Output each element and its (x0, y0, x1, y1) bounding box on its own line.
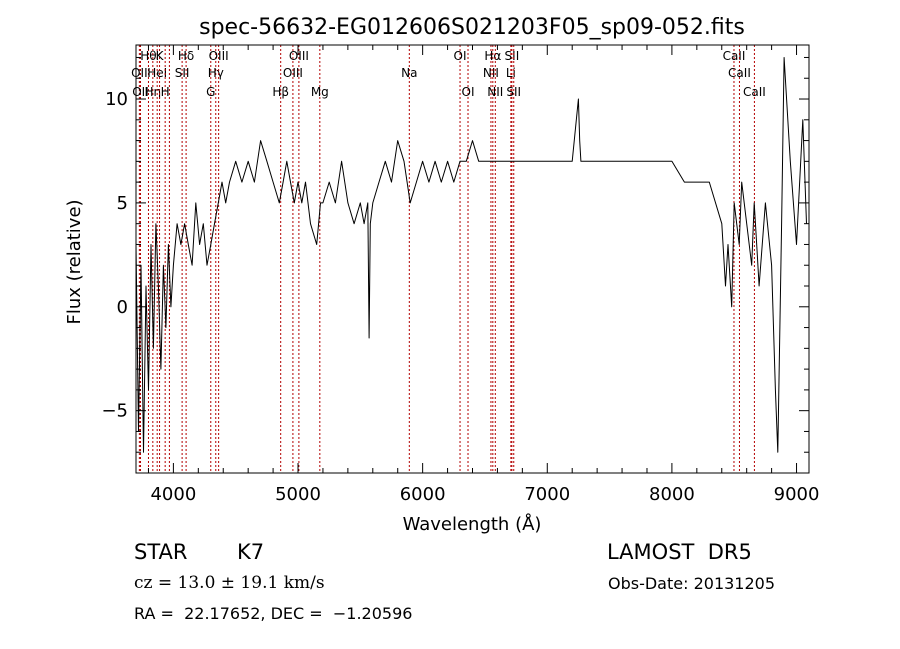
spectral-line-label: H (161, 85, 170, 99)
spectral-line-label: Na (401, 66, 417, 80)
spectral-line-label: Hα (484, 49, 501, 63)
spectral-line-label: OIII (209, 49, 229, 63)
spectral-line-label: HeI (147, 66, 167, 80)
spectral-line-label: Hη (145, 85, 162, 99)
x-tick-label: 8000 (649, 484, 695, 505)
spectral-line-label: SII (506, 85, 521, 99)
chart-title: spec-56632-EG012606S021203F05_sp09-052.f… (199, 15, 745, 40)
spectral-line-label: OIII (283, 66, 303, 80)
y-tick-label: 5 (117, 193, 128, 214)
spectral-line-label: NII (483, 66, 499, 80)
survey-name: LAMOST DR5 (607, 540, 752, 564)
spectrum-series (135, 57, 807, 453)
spectrum-line (135, 57, 807, 453)
spectral-line-label: Hβ (272, 85, 289, 99)
spectral-line-label: CaII (728, 66, 751, 80)
x-tick-label: 5000 (275, 484, 321, 505)
spectral-line-label: Mg (311, 85, 329, 99)
x-tick-label: 7000 (524, 484, 570, 505)
spectral-line-label: SII (505, 49, 520, 63)
object-class: STAR (134, 540, 188, 564)
x-axis-label: Wavelength (Å) (403, 513, 542, 535)
spectral-line-label: OI (454, 49, 467, 63)
y-tick-label: 10 (105, 89, 128, 110)
spectral-line-label: CaII (743, 85, 766, 99)
axis-ticks: 4000 5000 6000 7000 8000 9000 −5 0 5 10 (101, 45, 819, 505)
spectral-line-label: OI (462, 85, 475, 99)
y-axis-label: Flux (relative) (64, 199, 85, 324)
spectral-line-markers: OIIOIIHθHηHeIKHSIIHδGHγOIIIHβOIIIOIIIMgN… (131, 45, 766, 473)
spectral-line-label: NII (487, 85, 503, 99)
spectral-line-label: G (206, 85, 215, 99)
spectral-line-label: SII (175, 66, 190, 80)
y-tick-label: −5 (101, 401, 128, 422)
plot-frame (135, 44, 810, 474)
spectral-line-label: Li (506, 66, 516, 80)
spectral-line-label: Hδ (178, 49, 194, 63)
redshift-velocity: cz = 13.0 ± 19.1 km/s (134, 573, 325, 593)
spectral-line-label: OII (131, 66, 148, 80)
x-tick-label: 9000 (774, 484, 820, 505)
spectral-line-label: K (156, 49, 165, 63)
x-tick-label: 4000 (150, 484, 196, 505)
spectral-line-label: Hθ (140, 49, 156, 63)
x-tick-label: 6000 (400, 484, 446, 505)
y-tick-label: 0 (117, 297, 128, 318)
sky-coordinates: RA = 22.17652, DEC = −1.20596 (134, 604, 413, 623)
spectral-line-label: Hγ (208, 66, 224, 80)
observation-date: Obs-Date: 20131205 (608, 574, 776, 593)
spectral-line-label: OIII (289, 49, 309, 63)
object-subclass: K7 (237, 540, 265, 564)
spectral-line-label: CaII (723, 49, 746, 63)
